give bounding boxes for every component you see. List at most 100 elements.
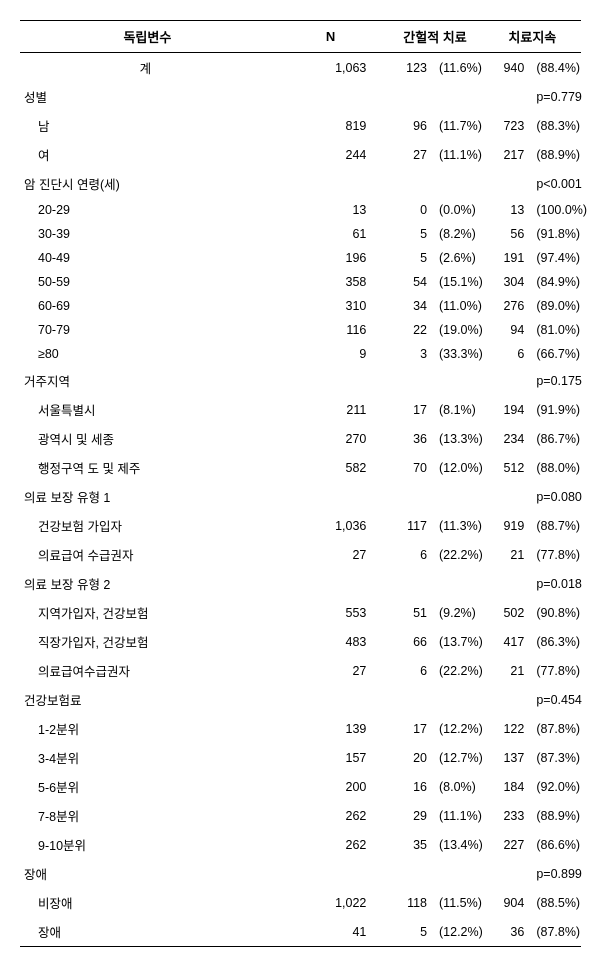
sub-label: 3-4분위: [20, 743, 275, 772]
cell-int-p: (11.7%): [435, 111, 484, 140]
table-row: 30-39615(8.2%)56(91.8%): [20, 222, 581, 246]
sub-label: 30-39: [20, 222, 275, 246]
table-row: 70-7911622(19.0%)94(81.0%): [20, 318, 581, 342]
cell-int-p: (8.2%): [435, 222, 484, 246]
cell-cont-p: (77.8%): [532, 656, 581, 685]
p-value: p<0.001: [532, 169, 581, 198]
cell-int-p: (11.1%): [435, 140, 484, 169]
sub-label: 70-79: [20, 318, 275, 342]
cell-cont-n: 502: [484, 598, 533, 627]
cell-cont-p: (77.8%): [532, 540, 581, 569]
cell-cont-p: (88.3%): [532, 111, 581, 140]
cell-int-n: 3: [386, 342, 435, 366]
cell-cont-p: (88.9%): [532, 140, 581, 169]
table-row: 의료급여수급권자276(22.2%)21(77.8%): [20, 656, 581, 685]
cell-n: 13: [275, 198, 387, 222]
cell-int-n: 70: [386, 453, 435, 482]
table-row: 장애p=0.899: [20, 859, 581, 888]
sub-label: 행정구역 도 및 제주: [20, 453, 275, 482]
table-row: 40-491965(2.6%)191(97.4%): [20, 246, 581, 270]
cell-int-p: (12.2%): [435, 917, 484, 947]
cell-cont-p: (91.9%): [532, 395, 581, 424]
cell-n: 262: [275, 830, 387, 859]
header-variable: 독립변수: [20, 21, 275, 53]
table-row: 직장가입자, 건강보험48366(13.7%)417(86.3%): [20, 627, 581, 656]
group-label: 의료 보장 유형 1: [20, 482, 275, 511]
cell-cont-n: 191: [484, 246, 533, 270]
cell-cont-n: 227: [484, 830, 533, 859]
sub-label: 서울특별시: [20, 395, 275, 424]
cell-cont-p: (92.0%): [532, 772, 581, 801]
cell-int-p: (0.0%): [435, 198, 484, 222]
cell-cont-p: (81.0%): [532, 318, 581, 342]
cell-n: 819: [275, 111, 387, 140]
cell-n: 211: [275, 395, 387, 424]
cell-n: 157: [275, 743, 387, 772]
sub-label: 비장애: [20, 888, 275, 917]
cell-n: 483: [275, 627, 387, 656]
cell-cont-p: (86.3%): [532, 627, 581, 656]
cell-int-p: (19.0%): [435, 318, 484, 342]
sub-label: 50-59: [20, 270, 275, 294]
cell-cont-n: 233: [484, 801, 533, 830]
cell-n: 244: [275, 140, 387, 169]
table-row: 9-10분위26235(13.4%)227(86.6%): [20, 830, 581, 859]
sub-label: 60-69: [20, 294, 275, 318]
cell-cont-n: 904: [484, 888, 533, 917]
table-row: 건강보험 가입자1,036117(11.3%)919(88.7%): [20, 511, 581, 540]
cell-int-n: 17: [386, 714, 435, 743]
sub-label: 20-29: [20, 198, 275, 222]
sub-label: 5-6분위: [20, 772, 275, 801]
cell-cont-p: (84.9%): [532, 270, 581, 294]
sub-label: 의료급여 수급권자: [20, 540, 275, 569]
cell-cont-n: 21: [484, 540, 533, 569]
cell-n: 200: [275, 772, 387, 801]
cell-int-n: 117: [386, 511, 435, 540]
cell-n: 553: [275, 598, 387, 627]
p-value: p=0.454: [532, 685, 581, 714]
cell-int-n: 5: [386, 917, 435, 947]
table-row: 60-6931034(11.0%)276(89.0%): [20, 294, 581, 318]
table-row: ≥8093(33.3%)6(66.7%): [20, 342, 581, 366]
table-row: 서울특별시21117(8.1%)194(91.9%): [20, 395, 581, 424]
cell-cont-p: (97.4%): [532, 246, 581, 270]
cell-int-p: (13.7%): [435, 627, 484, 656]
cell-cont-n: 234: [484, 424, 533, 453]
table-row: 계1,063123(11.6%)940(88.4%): [20, 53, 581, 83]
cell-cont-p: (91.8%): [532, 222, 581, 246]
cell-cont-p: (88.4%): [532, 53, 581, 83]
cell-int-n: 29: [386, 801, 435, 830]
cell-int-p: (9.2%): [435, 598, 484, 627]
sub-label: 건강보험 가입자: [20, 511, 275, 540]
sub-label: 직장가입자, 건강보험: [20, 627, 275, 656]
sub-label: 1-2분위: [20, 714, 275, 743]
table-row: 암 진단시 연령(세)p<0.001: [20, 169, 581, 198]
cell-cont-p: (88.9%): [532, 801, 581, 830]
cell-int-p: (11.3%): [435, 511, 484, 540]
cell-cont-p: (89.0%): [532, 294, 581, 318]
cell-int-n: 123: [386, 53, 435, 83]
p-value: p=0.018: [532, 569, 581, 598]
cell-int-p: (11.0%): [435, 294, 484, 318]
cell-int-n: 5: [386, 222, 435, 246]
cell-cont-n: 122: [484, 714, 533, 743]
cell-cont-n: 21: [484, 656, 533, 685]
cell-cont-p: (87.3%): [532, 743, 581, 772]
cell-cont-p: (88.5%): [532, 888, 581, 917]
cell-int-n: 17: [386, 395, 435, 424]
cell-n: 139: [275, 714, 387, 743]
p-value: p=0.779: [532, 82, 581, 111]
group-label: 건강보험료: [20, 685, 275, 714]
cell-n: 1,022: [275, 888, 387, 917]
cell-cont-n: 919: [484, 511, 533, 540]
p-value: p=0.080: [532, 482, 581, 511]
sub-label: ≥80: [20, 342, 275, 366]
table-row: 7-8분위26229(11.1%)233(88.9%): [20, 801, 581, 830]
cell-int-p: (11.6%): [435, 53, 484, 83]
cell-n: 262: [275, 801, 387, 830]
cell-cont-p: (66.7%): [532, 342, 581, 366]
group-label: 의료 보장 유형 2: [20, 569, 275, 598]
cell-cont-n: 723: [484, 111, 533, 140]
cell-n: 27: [275, 540, 387, 569]
table-row: 50-5935854(15.1%)304(84.9%): [20, 270, 581, 294]
